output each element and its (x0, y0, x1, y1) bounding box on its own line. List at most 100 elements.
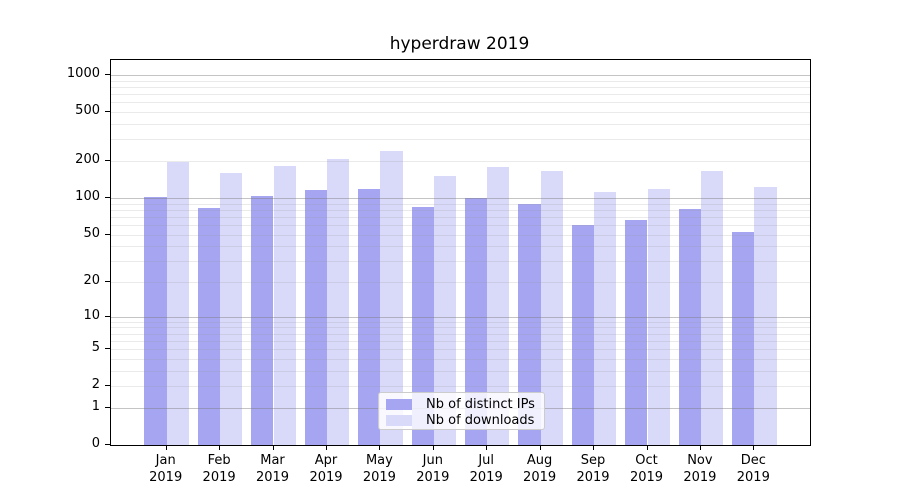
y-tick-label: 5 (91, 340, 100, 356)
bar-feb-ips (197, 208, 221, 445)
minor-gridline (111, 358, 810, 360)
y-tick-mark (105, 281, 110, 282)
minor-gridline (111, 216, 810, 218)
legend-item-downloads: Nb of downloads (386, 412, 544, 428)
minor-gridline (111, 386, 810, 388)
major-gridline (111, 75, 810, 77)
y-tick-mark (105, 315, 110, 317)
x-tick-mark (646, 445, 648, 450)
major-gridline (111, 316, 810, 318)
bar-dec-ips (732, 232, 755, 445)
minor-gridline (111, 340, 810, 342)
bar-dec-downloads (754, 187, 777, 445)
y-tick-label: 50 (83, 225, 100, 241)
x-tick-mark (326, 445, 327, 450)
bar-feb-downloads (220, 172, 243, 445)
minor-gridline (111, 370, 810, 372)
y-tick-mark (105, 160, 110, 161)
minor-gridline (111, 112, 810, 114)
minor-gridline (111, 333, 810, 335)
x-tick-label-jul: Jul 2019 (469, 453, 503, 485)
bar-mar-downloads (273, 166, 296, 445)
x-tick-label-aug: Aug 2019 (523, 453, 557, 485)
bar-jun-ips (411, 206, 434, 445)
minor-gridline (111, 124, 810, 125)
bar-may-downloads (380, 151, 403, 445)
y-tick-label: 20 (83, 273, 100, 288)
x-tick-mark (272, 445, 274, 450)
legend-swatch-distinct-ips (386, 398, 412, 410)
minor-gridline (111, 139, 810, 141)
minor-gridline (111, 234, 810, 236)
minor-gridline (111, 224, 810, 226)
bar-jan-ips (144, 196, 167, 445)
minor-gridline (111, 102, 810, 104)
y-tick-mark (105, 74, 110, 76)
bar-may-ips (358, 188, 381, 445)
bar-nov-ips (678, 209, 701, 445)
bar-sep-ips (571, 224, 594, 445)
x-tick-mark (593, 445, 594, 450)
y-tick-label: 500 (75, 103, 100, 119)
x-tick-label-jan: Jan 2019 (149, 453, 183, 485)
legend-swatch-downloads (386, 414, 412, 426)
legend: Nb of distinct IPs Nb of downloads (378, 392, 545, 430)
x-tick-label-nov: Nov 2019 (683, 453, 717, 485)
x-tick-mark (699, 445, 701, 450)
minor-gridline (111, 261, 810, 263)
x-tick-label-apr: Apr 2019 (309, 453, 343, 485)
x-tick-mark (379, 445, 381, 450)
bar-jan-downloads (166, 162, 189, 445)
y-tick-label: 100 (75, 188, 100, 204)
bar-aug-downloads (540, 170, 563, 445)
legend-label-distinct-ips: Nb of distinct IPs (426, 396, 535, 412)
x-tick-mark (219, 445, 221, 450)
x-tick-mark (165, 445, 167, 450)
y-tick-mark (105, 348, 110, 350)
minor-gridline (111, 80, 810, 82)
y-tick-label: 10 (83, 307, 100, 323)
minor-gridline (111, 282, 810, 283)
y-tick-mark (105, 444, 110, 445)
y-tick-label: 0 (91, 436, 100, 451)
minor-gridline (111, 321, 810, 323)
bar-jul-ips (464, 197, 488, 445)
x-tick-mark (753, 445, 755, 450)
y-tick-mark (105, 233, 110, 235)
x-tick-label-feb: Feb 2019 (202, 453, 236, 485)
major-gridline (111, 197, 810, 199)
bar-sep-downloads (594, 191, 617, 445)
y-tick-mark (105, 196, 110, 198)
x-tick-mark (486, 445, 488, 450)
minor-gridline (111, 327, 810, 329)
x-tick-mark (539, 445, 541, 450)
minor-gridline (111, 349, 810, 351)
bar-oct-ips (625, 219, 648, 445)
bar-jun-downloads (433, 176, 457, 445)
minor-gridline (111, 87, 810, 88)
x-tick-mark (432, 445, 434, 450)
bar-mar-ips (251, 195, 274, 445)
x-tick-label-jun: Jun 2019 (416, 453, 450, 485)
y-tick-mark (105, 406, 110, 408)
y-tick-label: 2 (91, 377, 100, 393)
y-tick-mark (105, 111, 110, 113)
bar-nov-downloads (700, 171, 724, 445)
minor-gridline (111, 161, 810, 162)
minor-gridline (111, 209, 810, 211)
bar-apr-ips (304, 190, 327, 445)
bar-apr-downloads (327, 158, 350, 445)
plot-area (110, 59, 811, 446)
x-tick-label-sep: Sep 2019 (576, 453, 610, 485)
x-tick-label-mar: Mar 2019 (255, 453, 290, 485)
y-tick-label: 1 (91, 398, 100, 414)
x-tick-label-oct: Oct 2019 (629, 453, 664, 485)
minor-gridline (111, 94, 810, 96)
minor-gridline (111, 203, 810, 205)
bar-aug-ips (518, 204, 541, 445)
chart-title: hyperdraw 2019 (389, 34, 530, 54)
bar-oct-downloads (647, 188, 670, 445)
bar-jul-downloads (487, 166, 510, 445)
minor-gridline (111, 246, 810, 248)
